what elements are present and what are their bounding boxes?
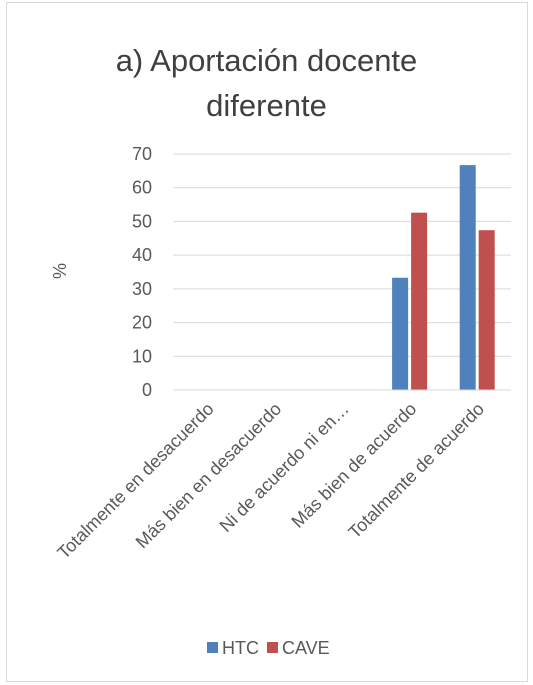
bar-cave-3 xyxy=(411,212,428,390)
y-tick-label-20: 20 xyxy=(132,313,152,333)
chart-frame xyxy=(6,2,528,682)
y-tick-label-70: 70 xyxy=(132,144,152,164)
bar-htc-4 xyxy=(459,165,476,390)
bar-htc-3 xyxy=(392,277,409,390)
x-tick-label-2: Ni de acuerdo ni en… xyxy=(216,399,353,536)
x-tick-label-3: Más bien de acuerdo xyxy=(287,399,420,532)
y-tick-label-0: 0 xyxy=(142,380,152,400)
chart-title-line-1: a) Aportación docente xyxy=(115,43,418,78)
y-tick-label-10: 10 xyxy=(132,346,152,366)
y-tick-label-40: 40 xyxy=(132,245,152,265)
y-tick-label-30: 30 xyxy=(132,279,152,299)
chart-title-line-2: diferente xyxy=(206,88,327,123)
y-tick-label-60: 60 xyxy=(132,178,152,198)
y-axis-label: % xyxy=(50,263,70,279)
legend-label-htc: HTC xyxy=(222,638,259,658)
legend-swatch-cave xyxy=(267,642,278,653)
y-tick-label-50: 50 xyxy=(132,211,152,231)
legend-swatch-htc xyxy=(207,642,218,653)
chart-title: a) Aportación docente diferente xyxy=(0,38,533,128)
bar-cave-4 xyxy=(478,230,495,390)
x-tick-label-4: Totalmente de acuerdo xyxy=(344,399,488,543)
legend-label-cave: CAVE xyxy=(282,638,330,658)
